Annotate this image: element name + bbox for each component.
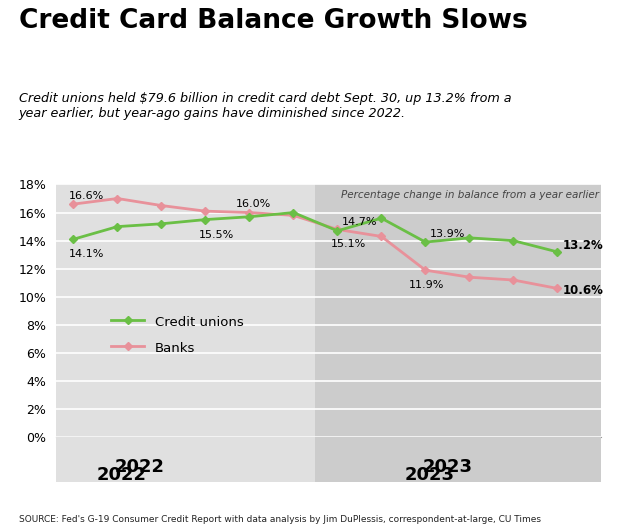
Text: Credit unions held $79.6 billion in credit card debt Sept. 30, up 13.2% from a
y: Credit unions held $79.6 billion in cred… [19,92,512,120]
Text: 15.5%: 15.5% [198,230,234,240]
Text: 2023: 2023 [405,466,455,484]
Text: 13.2%: 13.2% [563,239,604,252]
Text: 14.1%: 14.1% [69,249,105,259]
Text: 2023: 2023 [422,457,472,475]
Text: 2022: 2022 [97,466,147,484]
Text: 2022: 2022 [115,457,164,475]
Text: Credit Card Balance Growth Slows: Credit Card Balance Growth Slows [19,8,528,34]
Bar [56,184,316,437]
Text: Percentage change in balance from a year earlier: Percentage change in balance from a year… [340,190,599,200]
Text: 11.9%: 11.9% [409,280,444,290]
Legend: Credit unions, Banks: Credit unions, Banks [106,309,249,360]
Bar [316,184,601,437]
Text: SOURCE: Fed's G-19 Consumer Credit Report with data analysis by Jim DuPlessis, c: SOURCE: Fed's G-19 Consumer Credit Repor… [19,515,541,524]
Text: 14.7%: 14.7% [342,217,377,227]
Bar [316,437,601,482]
Bar [56,437,316,482]
Text: 16.6%: 16.6% [69,191,105,201]
Text: 16.0%: 16.0% [236,199,271,209]
Text: 10.6%: 10.6% [563,284,604,297]
Text: 13.9%: 13.9% [430,229,465,239]
Text: 15.1%: 15.1% [330,239,366,249]
